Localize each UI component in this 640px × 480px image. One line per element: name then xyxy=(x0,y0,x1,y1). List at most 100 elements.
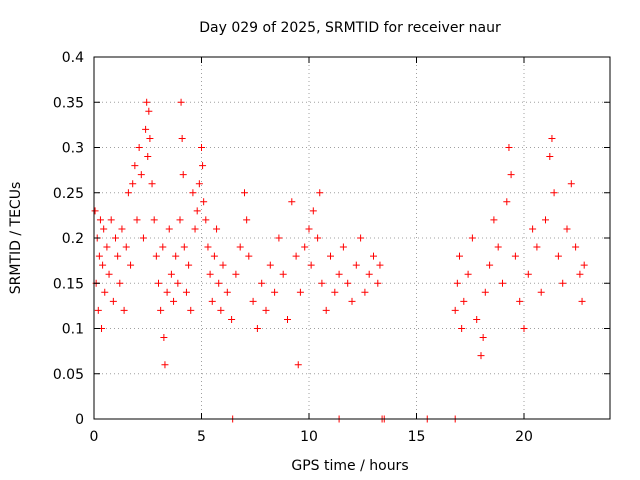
data-point xyxy=(157,306,165,314)
data-point xyxy=(172,252,180,260)
data-point xyxy=(339,243,347,251)
data-point xyxy=(473,315,481,323)
data-point xyxy=(210,252,218,260)
data-point xyxy=(116,279,124,287)
data-point xyxy=(344,279,352,287)
data-point xyxy=(146,134,154,142)
data-point xyxy=(309,207,317,215)
y-tick-label: 0.05 xyxy=(53,367,84,383)
data-point xyxy=(335,270,343,278)
y-tick-label: 0 xyxy=(75,412,84,428)
data-point xyxy=(494,243,502,251)
data-point xyxy=(159,243,167,251)
data-point xyxy=(249,297,257,305)
data-point xyxy=(294,361,302,369)
data-point xyxy=(505,144,513,151)
data-point xyxy=(103,243,111,251)
data-point xyxy=(548,134,556,142)
data-point xyxy=(219,261,227,269)
data-point xyxy=(370,252,377,260)
data-point xyxy=(542,216,549,224)
data-point xyxy=(99,261,107,269)
x-tick-label: 0 xyxy=(90,429,99,445)
data-point xyxy=(94,306,102,314)
data-point xyxy=(559,279,567,287)
data-point xyxy=(511,252,519,260)
data-point xyxy=(200,198,208,206)
data-point xyxy=(185,261,193,269)
y-axis-label: SRMTID / TECUs xyxy=(8,182,24,295)
data-point xyxy=(275,234,283,242)
data-point xyxy=(516,297,524,305)
data-point xyxy=(490,216,498,224)
data-point xyxy=(453,279,461,287)
data-point xyxy=(524,270,532,278)
data-point xyxy=(193,207,201,215)
data-point xyxy=(206,270,214,278)
data-point xyxy=(537,288,545,296)
data-point xyxy=(105,270,113,278)
data-point xyxy=(112,234,119,242)
data-point xyxy=(481,288,489,296)
data-point xyxy=(348,297,356,305)
data-point xyxy=(148,180,156,188)
data-point xyxy=(120,306,128,314)
data-point xyxy=(305,225,313,233)
data-point xyxy=(292,252,300,260)
data-point xyxy=(145,107,153,115)
data-point xyxy=(176,216,184,224)
data-point xyxy=(143,98,151,106)
data-point xyxy=(331,288,339,296)
data-point xyxy=(174,279,182,287)
data-point xyxy=(161,361,169,369)
data-point xyxy=(503,198,511,206)
data-point xyxy=(215,279,223,287)
data-point xyxy=(456,252,463,260)
data-point xyxy=(241,189,248,197)
data-point xyxy=(150,216,158,224)
axis-ticks: 0 0.05 0.1 0.15 0.2 0.25 0.3 0.35 0.4 0 5 10 15 20 xyxy=(53,50,610,445)
data-point xyxy=(507,171,515,179)
data-point xyxy=(578,297,586,305)
data-point xyxy=(191,225,199,233)
data-point xyxy=(135,144,143,151)
y-tick-label: 0.4 xyxy=(62,50,84,66)
data-point xyxy=(118,225,126,233)
data-point xyxy=(266,261,274,269)
data-point xyxy=(374,279,382,287)
data-point xyxy=(572,243,580,251)
data-point xyxy=(563,225,571,233)
data-point xyxy=(322,306,330,314)
x-tick-label: 10 xyxy=(300,429,318,445)
data-point xyxy=(357,234,365,242)
data-point xyxy=(133,216,141,224)
data-point xyxy=(477,352,485,360)
data-point xyxy=(208,297,216,305)
data-point xyxy=(262,306,270,314)
data-point xyxy=(271,288,279,296)
scatter-points xyxy=(91,98,588,423)
data-point xyxy=(307,261,315,269)
data-point xyxy=(520,325,528,332)
x-tick-label: 15 xyxy=(408,429,426,445)
data-point xyxy=(253,325,261,332)
data-point xyxy=(365,270,373,278)
data-point xyxy=(361,288,369,296)
data-point xyxy=(217,306,225,314)
data-point xyxy=(223,288,231,296)
data-point xyxy=(144,153,152,161)
data-point xyxy=(533,243,541,251)
data-point xyxy=(152,252,160,260)
data-point xyxy=(124,189,132,197)
data-point xyxy=(314,234,322,242)
data-point xyxy=(279,270,287,278)
data-point xyxy=(177,98,185,106)
data-point xyxy=(155,279,162,287)
data-point xyxy=(213,225,221,233)
data-point xyxy=(199,162,207,170)
data-point xyxy=(114,252,122,260)
data-point xyxy=(243,216,251,224)
data-point xyxy=(327,252,334,260)
